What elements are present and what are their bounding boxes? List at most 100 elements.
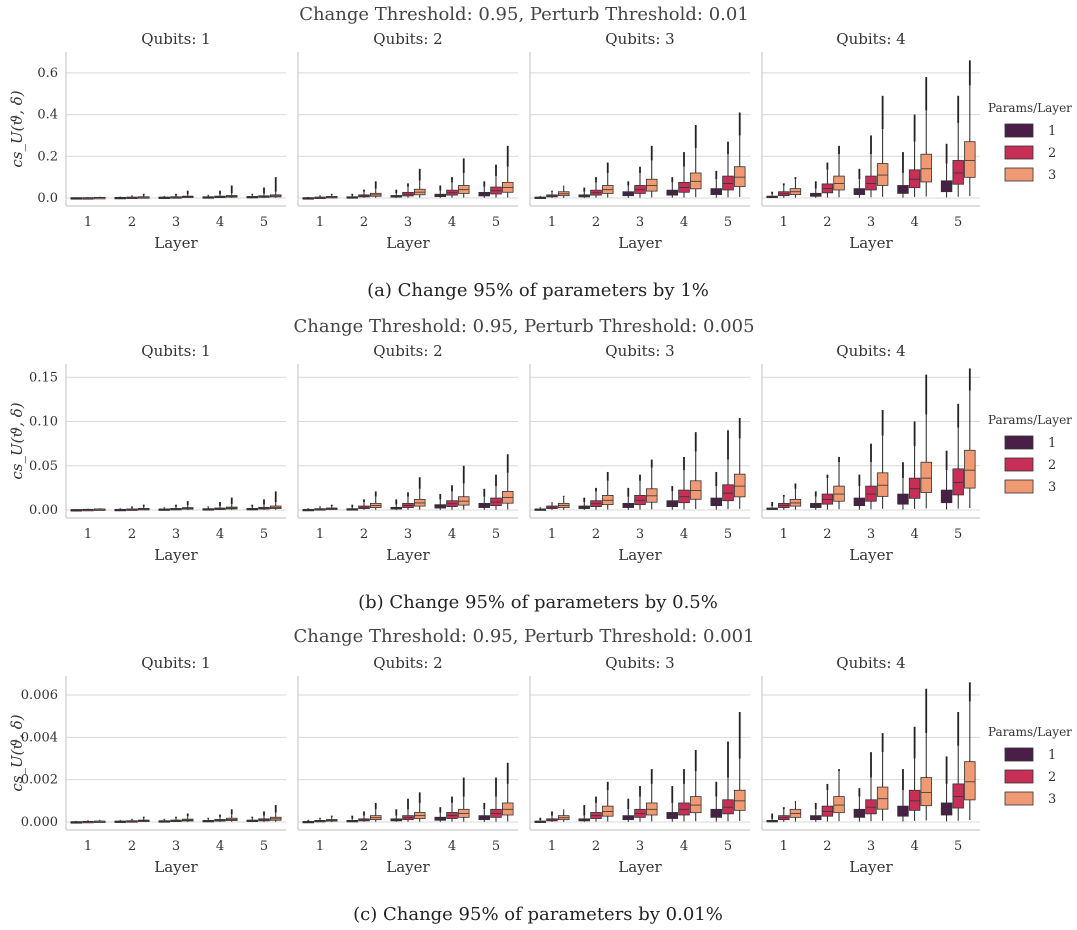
box-2 [952, 468, 964, 496]
subplot-panel: Qubits: 2 1 2 3 4 5 Layer [297, 342, 518, 564]
legend-swatch-2 [1004, 457, 1034, 472]
x-tick-label: 5 [492, 839, 500, 854]
x-tick-label: 3 [867, 839, 875, 854]
legend-title: Params/Layer [988, 725, 1072, 739]
box-3 [920, 461, 932, 493]
y-tick-label: 0.004 [21, 730, 58, 745]
x-tick-label: 1 [316, 839, 324, 854]
y-tick-label: 0.6 [37, 66, 58, 81]
x-tick-label: 4 [216, 527, 224, 542]
box-3 [876, 163, 889, 186]
box-3 [920, 777, 932, 807]
legend-swatch-3 [1004, 479, 1034, 494]
subfigure-caption: (a) Change 95% of parameters by 1% [367, 280, 709, 301]
panel-title: Qubits: 3 [605, 30, 674, 48]
x-axis-label: Layer [849, 858, 893, 876]
y-tick-label: 0.0 [37, 191, 58, 206]
x-tick-label: 4 [910, 527, 918, 542]
x-tick-label: 4 [680, 527, 688, 542]
box-2 [952, 783, 964, 809]
subplot-panel: Qubits: 4 1 2 3 4 5 Layer [761, 30, 980, 252]
x-tick-label: 2 [823, 215, 831, 230]
x-tick-label: 3 [404, 215, 412, 230]
panel-title: Qubits: 2 [373, 342, 442, 360]
y-tick-label: 0.000 [21, 815, 58, 830]
legend-swatch-1 [1004, 747, 1034, 762]
x-tick-label: 3 [404, 527, 412, 542]
box-3 [689, 172, 702, 190]
legend-title: Params/Layer [988, 413, 1072, 427]
legend-label: 1 [1048, 748, 1056, 763]
subplot-panel: Qubits: 2 1 2 3 4 5 Layer [297, 30, 518, 252]
x-tick-label: 1 [84, 527, 92, 542]
box-3 [733, 789, 746, 811]
row-suptitle: Change Threshold: 0.95, Perturb Threshol… [293, 316, 754, 337]
subplot-panel: Qubits: 3 1 2 3 4 5 Layer [529, 342, 750, 564]
x-tick-label: 4 [216, 215, 224, 230]
panel-title: Qubits: 1 [141, 342, 210, 360]
legend-label: 2 [1048, 770, 1056, 785]
x-tick-label: 5 [724, 215, 732, 230]
x-tick-label: 4 [910, 839, 918, 854]
box-3 [733, 473, 746, 498]
legend-label: 3 [1048, 480, 1056, 495]
panel-title: Qubits: 2 [373, 654, 442, 672]
box-3 [733, 166, 746, 187]
panel-title: Qubits: 3 [605, 342, 674, 360]
x-tick-label: 2 [592, 527, 600, 542]
y-tick-label: 0.2 [37, 149, 58, 164]
box-3 [920, 153, 932, 183]
x-tick-label: 1 [548, 839, 556, 854]
x-tick-label: 3 [636, 527, 644, 542]
x-tick-label: 4 [448, 839, 456, 854]
box-3 [876, 786, 889, 810]
x-axis-label: Layer [386, 858, 430, 876]
subplot-panel: Qubits: 1 0.00 0.05 0.10 0.15 1 2 3 4 5 Layer [29, 342, 286, 564]
x-tick-label: 5 [954, 215, 962, 230]
legend-swatch-1 [1004, 435, 1034, 450]
panel-title: Qubits: 2 [373, 30, 442, 48]
x-tick-label: 4 [216, 839, 224, 854]
x-tick-label: 1 [548, 527, 556, 542]
x-axis-label: Layer [154, 234, 198, 252]
x-tick-label: 2 [592, 839, 600, 854]
legend-label: 3 [1048, 792, 1056, 807]
x-tick-label: 1 [780, 839, 788, 854]
box-2 [952, 160, 964, 185]
subplot-panel: Qubits: 1 0.0 0.2 0.4 0.6 1 2 3 4 5 Layer [37, 30, 286, 252]
x-tick-label: 5 [260, 215, 268, 230]
box-2 [908, 477, 921, 499]
x-tick-label: 4 [910, 215, 918, 230]
legend-label: 1 [1048, 436, 1056, 451]
x-tick-label: 2 [823, 839, 831, 854]
x-tick-label: 5 [724, 527, 732, 542]
legend-swatch-2 [1004, 145, 1034, 160]
box-3 [964, 761, 976, 801]
y-tick-label: 0.00 [29, 503, 58, 518]
x-tick-label: 2 [128, 527, 136, 542]
x-axis-label: Layer [618, 234, 662, 252]
x-tick-label: 4 [448, 215, 456, 230]
y-tick-label: 0.002 [21, 773, 58, 788]
x-tick-label: 1 [84, 215, 92, 230]
x-tick-label: 1 [316, 215, 324, 230]
figure-row-3: Change Threshold: 0.95, Perturb Threshol… [8, 626, 1072, 925]
x-tick-label: 2 [823, 527, 831, 542]
legend-label: 2 [1048, 146, 1056, 161]
y-tick-label: 0.15 [29, 370, 58, 385]
y-tick-label: 0.4 [37, 108, 58, 123]
x-tick-label: 1 [84, 839, 92, 854]
x-axis-label: Layer [154, 546, 198, 564]
subplot-panel: Qubits: 3 1 2 3 4 5 Layer [529, 654, 750, 876]
panel-title: Qubits: 4 [836, 30, 905, 48]
panel-title: Qubits: 3 [605, 654, 674, 672]
subfigure-caption: (c) Change 95% of parameters by 0.01% [353, 904, 723, 925]
x-axis-label: Layer [618, 546, 662, 564]
x-tick-label: 2 [128, 215, 136, 230]
legend: Params/Layer 1 2 3 [988, 725, 1072, 807]
box-2 [908, 169, 921, 189]
subplot-panel: Qubits: 4 1 2 3 4 5 Layer [761, 342, 980, 564]
box-2 [908, 789, 921, 811]
x-axis-label: Layer [618, 858, 662, 876]
